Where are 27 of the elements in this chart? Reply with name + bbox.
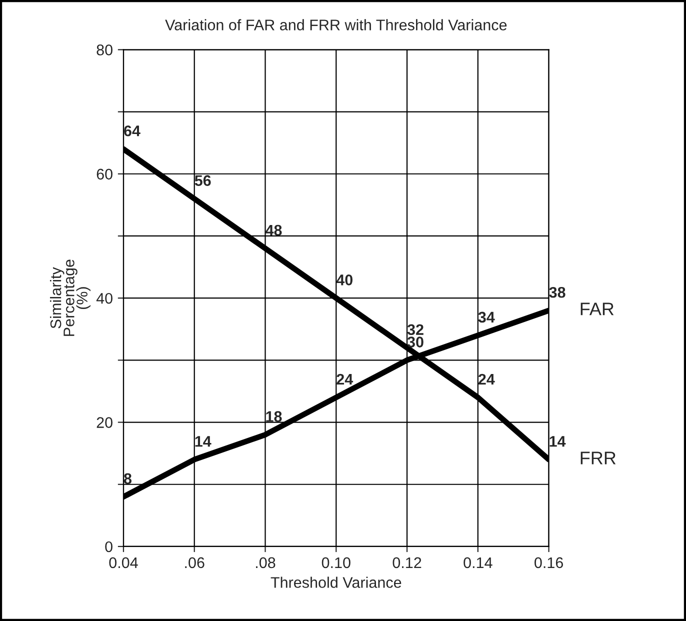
x-axis-title: Threshold Variance <box>270 576 402 588</box>
x-tick-label: 0.14 <box>464 557 492 568</box>
chart-title: Variation of FAR and FRR with Threshold Variance <box>165 19 507 30</box>
data-label: 64 <box>124 125 140 136</box>
data-label: 56 <box>194 175 211 186</box>
x-tick-label: 0.10 <box>322 557 350 568</box>
series-label: FRR <box>580 452 616 464</box>
x-tick-label: 0.16 <box>534 557 563 568</box>
y-tick-label: 40 <box>96 292 112 304</box>
data-label: 14 <box>550 436 566 447</box>
data-label: 18 <box>266 411 282 422</box>
x-tick-label: .06 <box>185 557 204 568</box>
data-label: 8 <box>124 473 132 484</box>
y-axis-title: Similarity Percentage (%) <box>50 260 91 336</box>
data-label: 24 <box>336 374 354 385</box>
x-tick-label: .08 <box>256 557 276 568</box>
series-label: FAR <box>580 302 614 316</box>
data-label: 30 <box>407 336 424 348</box>
y-tick-label: 60 <box>96 168 112 180</box>
data-label: 14 <box>195 436 212 447</box>
y-tick-label: 0 <box>105 541 112 552</box>
x-tick-label: 0.12 <box>392 557 422 568</box>
data-label: 32 <box>407 324 424 336</box>
data-label: 24 <box>478 374 495 385</box>
y-tick-label: 80 <box>96 44 112 56</box>
y-tick-label: 20 <box>96 417 112 428</box>
x-tick-label: 0.04 <box>109 557 138 568</box>
